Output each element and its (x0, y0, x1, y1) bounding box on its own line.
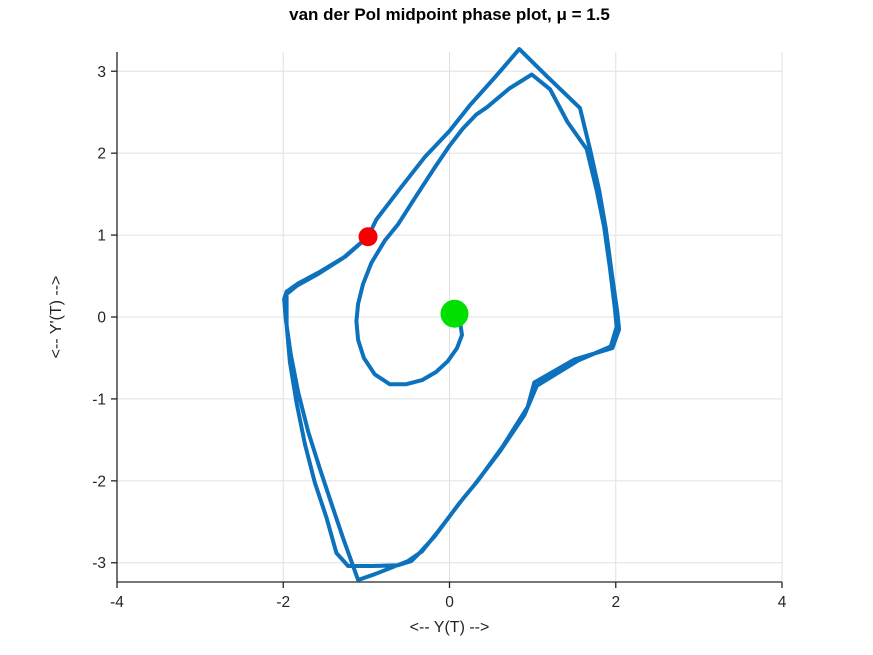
x-tick-label: -4 (110, 594, 124, 611)
y-axis-label: <-- Y'(T) --> (48, 275, 65, 359)
y-tick-label: -1 (92, 391, 106, 408)
y-tick-label: 3 (97, 64, 106, 81)
y-tick-label: -2 (92, 473, 106, 490)
y-tick-label: 0 (97, 310, 106, 327)
x-tick-label: -2 (276, 594, 290, 611)
x-axis-label: <-- Y(T) --> (409, 619, 490, 636)
phase-trajectory-line (282, 47, 622, 582)
x-tick-label: 0 (445, 594, 454, 611)
end-point-marker (358, 227, 378, 247)
start-point-marker (440, 299, 469, 328)
y-tick-label: -3 (92, 555, 106, 572)
chart-title: van der Pol midpoint phase plot, μ = 1.5 (289, 5, 610, 24)
y-tick-label: 1 (97, 228, 106, 245)
x-tick-label: 2 (611, 594, 620, 611)
x-tick-label: 4 (778, 594, 787, 611)
y-tick-label: 2 (97, 146, 106, 163)
